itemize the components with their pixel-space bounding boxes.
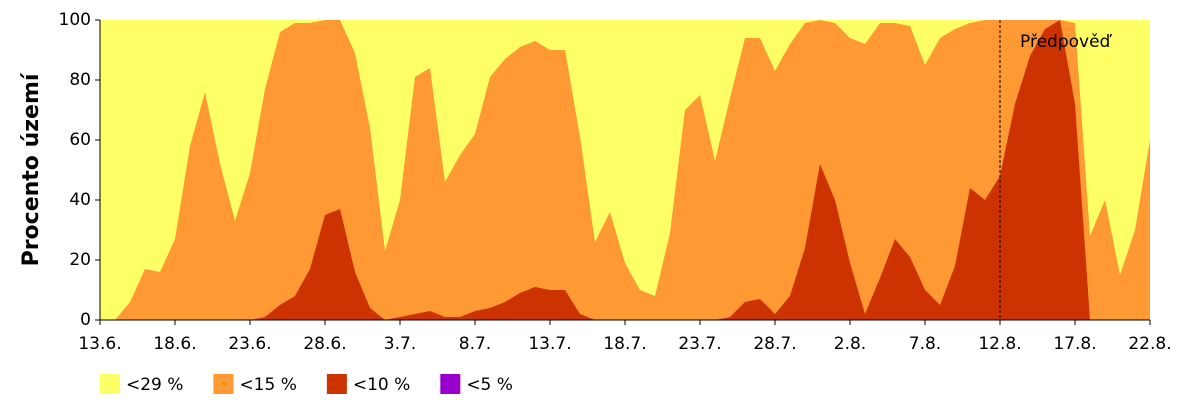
y-tick-label: 60 [69, 130, 91, 150]
x-tick-label: 7.8. [909, 334, 941, 354]
y-axis-label: Procento území [19, 72, 44, 266]
annotation: Předpověď [1020, 32, 1113, 52]
y-tick-label: 20 [69, 250, 91, 270]
x-tick-label: 12.8. [978, 334, 1021, 354]
y-tick-label: 80 [69, 70, 91, 90]
x-tick-label: 18.6. [153, 334, 196, 354]
x-tick-label: 2.8. [834, 334, 866, 354]
y-tick-label: 0 [80, 310, 91, 330]
legend-swatch [100, 374, 120, 394]
legend-swatch [440, 374, 461, 394]
legend-label: <29 % [126, 375, 183, 395]
legend-label: <15 % [239, 375, 296, 395]
area [100, 20, 1150, 320]
x-tick-label: 28.6. [303, 334, 346, 354]
legend-swatch [326, 374, 347, 394]
x-tick-label: 13.6. [78, 334, 121, 354]
x-tick-label: 22.8. [1128, 334, 1171, 354]
legend-label: <5 % [466, 375, 513, 395]
x-tick-label: 28.7. [753, 334, 796, 354]
legend-label: <10 % [353, 375, 410, 395]
x-tick-label: 13.7. [528, 334, 571, 354]
y-tick-label: 40 [69, 190, 91, 210]
x-tick-label: 18.7. [603, 334, 646, 354]
x-tick-label: 23.7. [678, 334, 721, 354]
y-tick-label: 100 [59, 10, 91, 30]
legend-swatch [213, 374, 234, 394]
x-tick-label: 8.7. [459, 334, 491, 354]
x-tick-label: 3.7. [384, 334, 416, 354]
x-tick-label: 17.8. [1053, 334, 1096, 354]
x-tick-label: 23.6. [228, 334, 271, 354]
area [100, 20, 1150, 320]
